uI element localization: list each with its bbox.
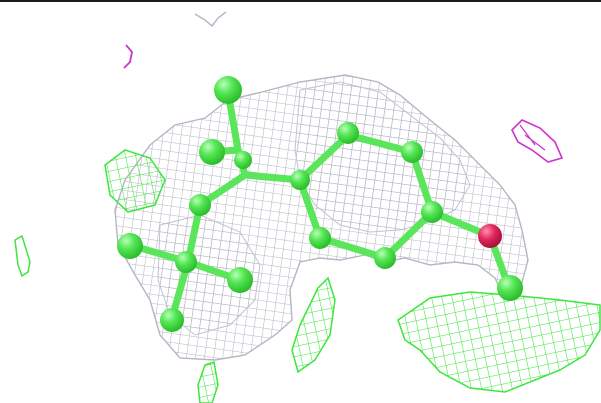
carbon-atom: [309, 227, 331, 249]
carbon-atom: [290, 170, 310, 190]
oxygen-atom: [478, 224, 502, 248]
carbon-atom: [374, 247, 396, 269]
carbon-atom: [234, 151, 252, 169]
carbon-atom: [199, 139, 225, 165]
carbon-atom: [227, 267, 253, 293]
carbon-atom: [497, 275, 523, 301]
carbon-atom: [401, 141, 423, 163]
difference-map-positive: [14, 149, 601, 403]
atoms: [117, 76, 523, 332]
top-border: [0, 0, 601, 2]
difference-map-negative: [123, 11, 564, 163]
carbon-atom: [189, 194, 211, 216]
carbon-atom: [117, 233, 143, 259]
carbon-atom: [160, 308, 184, 332]
carbon-atom: [175, 251, 197, 273]
carbon-atom: [337, 122, 359, 144]
carbon-atom: [421, 201, 443, 223]
carbon-atom: [214, 76, 242, 104]
